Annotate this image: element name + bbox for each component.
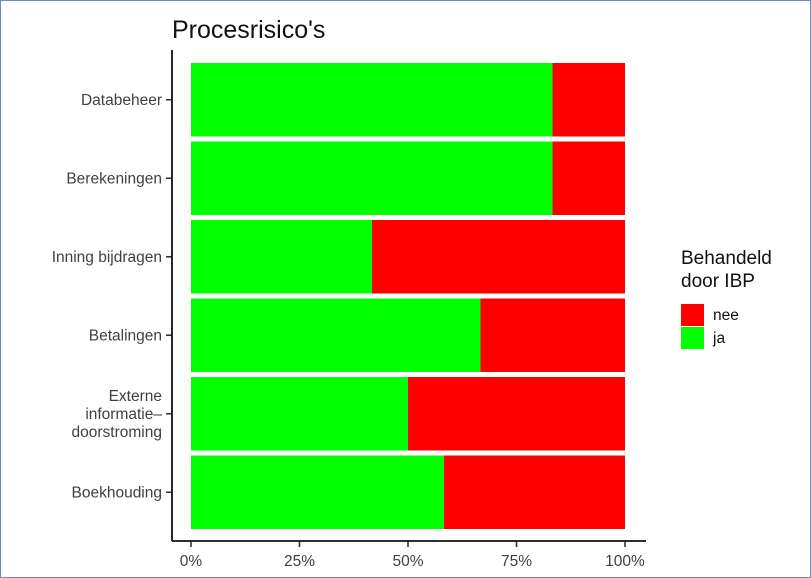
y-tick-label: Boekhouding (72, 484, 163, 501)
legend: Behandeld door IBP nee ja (681, 248, 772, 349)
legend-label-ja: ja (712, 330, 725, 347)
legend-title: Behandeld door IBP (681, 248, 772, 292)
x-tick-label: 0% (180, 553, 203, 570)
bar-ja (191, 220, 372, 294)
bar-ja (191, 455, 445, 529)
bar-nee (408, 377, 625, 451)
x-tick-label: 25% (284, 553, 315, 570)
x-tick-label: 50% (392, 553, 423, 570)
bar-ja (191, 377, 408, 451)
bar-ja (191, 63, 553, 137)
chart-title: Procesrisico's (172, 16, 325, 44)
bar-ja (191, 141, 553, 215)
x-tick-label: 75% (501, 553, 532, 570)
legend-swatch-ja (681, 327, 704, 349)
bars-layer (191, 63, 625, 529)
bar-nee (444, 455, 625, 529)
bar-nee (552, 63, 625, 137)
y-tick-label: Inning bijdragen (52, 249, 162, 266)
y-axis-ticks: Databeheer Berekeningen Inning bijdragen Be… (52, 92, 172, 501)
bar-nee (480, 298, 625, 372)
bar-nee (371, 220, 625, 294)
y-tick-label: Externe informatie– doorstroming (72, 388, 163, 441)
bar-ja (191, 298, 481, 372)
legend-label-nee: nee (713, 307, 739, 324)
y-tick-label: Berekeningen (66, 170, 162, 187)
x-tick-label: 100% (605, 553, 645, 570)
bar-nee (552, 141, 625, 215)
legend-swatch-nee (681, 304, 704, 326)
x-axis-ticks: 0% 25% 50% 75% 100% (180, 541, 645, 570)
y-tick-label: Betalingen (89, 327, 162, 344)
y-tick-label: Databeheer (81, 92, 162, 109)
